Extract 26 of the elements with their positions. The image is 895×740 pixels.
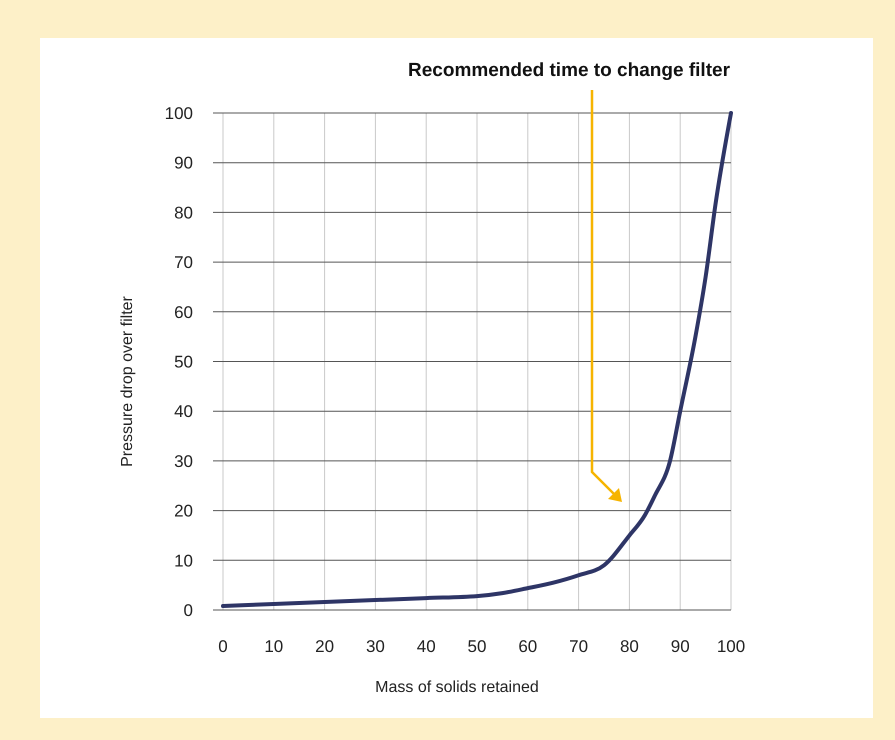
x-tick-label: 0 (218, 637, 228, 656)
y-tick-label: 100 (164, 104, 193, 123)
y-tick-label: 0 (184, 601, 193, 620)
y-tick-label: 50 (174, 352, 193, 372)
y-axis-title: Pressure drop over filter (119, 295, 136, 467)
y-tick-label: 40 (174, 402, 193, 422)
y-tick-label: 80 (174, 203, 193, 222)
x-tick-label: 40 (416, 637, 436, 656)
y-tick-label: 70 (174, 253, 193, 272)
x-tick-label: 10 (264, 637, 284, 656)
x-tick-label: 30 (366, 637, 385, 656)
y-tick-label: 90 (174, 154, 193, 173)
x-tick-label: 80 (620, 637, 639, 656)
y-tick-label: 10 (174, 551, 193, 570)
x-tick-label: 20 (315, 637, 334, 656)
text: Recommended time to change filter (408, 60, 731, 81)
x-tick-label: 60 (518, 637, 538, 656)
y-tick-label: 60 (174, 302, 193, 322)
x-tick-label: 70 (569, 637, 588, 656)
x-axis-title: Mass of solids retained (375, 679, 539, 696)
line-series (221, 111, 733, 608)
y-tick-label: 30 (174, 452, 193, 471)
x-tick-label: 100 (716, 637, 746, 656)
y-tick-label: 20 (174, 502, 193, 521)
x-tick-label: 50 (468, 637, 486, 656)
x-tick-label: 90 (670, 637, 690, 656)
